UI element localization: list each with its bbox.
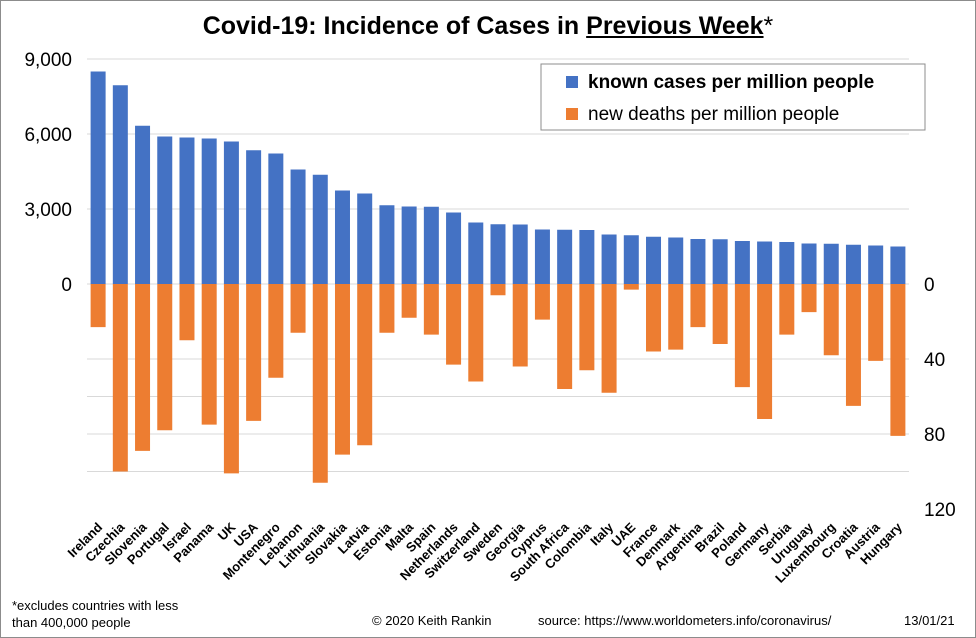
y-right-tick-label: 80 [924,425,945,446]
bar-cases [490,224,506,284]
bar-cases [334,190,350,284]
bar-deaths [468,284,484,382]
bar-deaths [712,284,728,344]
bar-cases [112,85,128,284]
bar-cases [157,136,173,284]
bar-deaths [201,284,217,425]
bar-cases [401,206,417,284]
bar-deaths [601,284,617,393]
bar-cases [179,137,195,284]
y-right-tick-label: 0 [924,275,935,296]
bar-deaths [401,284,417,318]
title-emphasis: Previous Week [586,12,764,40]
bar-deaths [423,284,439,335]
legend-label-deaths: new deaths per million people [588,104,839,125]
legend-swatch-deaths [566,108,578,120]
legend-box [540,63,926,131]
bar-cases [357,193,373,284]
bar-deaths [868,284,884,361]
legend-swatch-cases [566,76,578,88]
bar-deaths [690,284,706,328]
bar-cases [646,236,662,284]
bar-deaths [512,284,528,367]
bar-cases [223,141,239,284]
bar-deaths [179,284,195,341]
bar-cases [601,234,617,284]
bar-cases [579,230,595,284]
bar-deaths [246,284,262,421]
bar-cases [468,222,484,284]
y-left-tick-label: 3,000 [24,200,72,221]
bar-cases [423,206,439,284]
bar-cases [757,241,773,284]
bar-cases [290,169,306,284]
bar-deaths [223,284,239,474]
bar-deaths [623,284,639,290]
bar-deaths [90,284,106,328]
bar-cases [534,229,550,284]
bar-deaths [379,284,395,333]
title-suffix: * [763,12,774,40]
bar-cases [845,244,861,284]
bar-deaths [135,284,151,451]
bar-cases [690,239,706,284]
bar-deaths [112,284,128,472]
bar-cases [779,242,795,284]
bar-cases [623,235,639,284]
bar-deaths [757,284,773,419]
bar-deaths [334,284,350,455]
bar-deaths [801,284,817,313]
bars [90,71,906,483]
bar-deaths [357,284,373,446]
bar-cases [801,243,817,284]
bar-cases [512,224,528,284]
bar-cases [868,245,884,284]
y-left-tick-label: 6,000 [24,125,72,146]
source-note: source: https://www.worldometers.info/co… [538,613,832,628]
bar-deaths [646,284,662,352]
bar-cases [379,205,395,284]
bar-cases [557,229,573,284]
bar-deaths [845,284,861,406]
bar-deaths [823,284,839,356]
bar-deaths [668,284,684,350]
bar-cases [90,71,106,284]
y-right-tick-label: 40 [924,350,945,371]
bar-cases [201,138,217,284]
bar-deaths [579,284,595,371]
date-stamp: 13/01/21 [904,613,955,628]
bar-deaths [534,284,550,320]
bar-cases [890,246,906,284]
title-prefix: Covid-19: Incidence of Cases in [202,12,587,40]
bar-deaths [290,284,306,333]
bar-deaths [557,284,573,389]
bar-cases [668,237,684,284]
bar-cases [312,174,328,284]
y-left-tick-label: 9,000 [24,50,72,71]
bar-cases [446,212,462,284]
y-right-tick-label: 120 [924,500,956,521]
bar-deaths [734,284,750,388]
bar-cases [268,153,284,284]
bar-deaths [490,284,506,296]
legend-label-cases: known cases per million people [588,72,874,93]
bar-deaths [157,284,173,431]
chart-title: Covid-19: Incidence of Cases in Previous… [0,12,976,41]
bar-deaths [890,284,906,436]
bar-deaths [779,284,795,335]
legend: known cases per million people new death… [540,63,926,131]
bar-cases [135,125,151,284]
bar-deaths [312,284,328,483]
y-left-tick-label: 0 [61,275,72,296]
bar-cases [246,150,262,284]
bar-deaths [268,284,284,378]
footnote-exclusion: *excludes countries with less than 400,0… [12,598,179,630]
copyright: © 2020 Keith Rankin [372,613,492,628]
bar-cases [823,243,839,284]
bar-deaths [446,284,462,365]
bar-cases [712,239,728,284]
bar-cases [734,241,750,284]
